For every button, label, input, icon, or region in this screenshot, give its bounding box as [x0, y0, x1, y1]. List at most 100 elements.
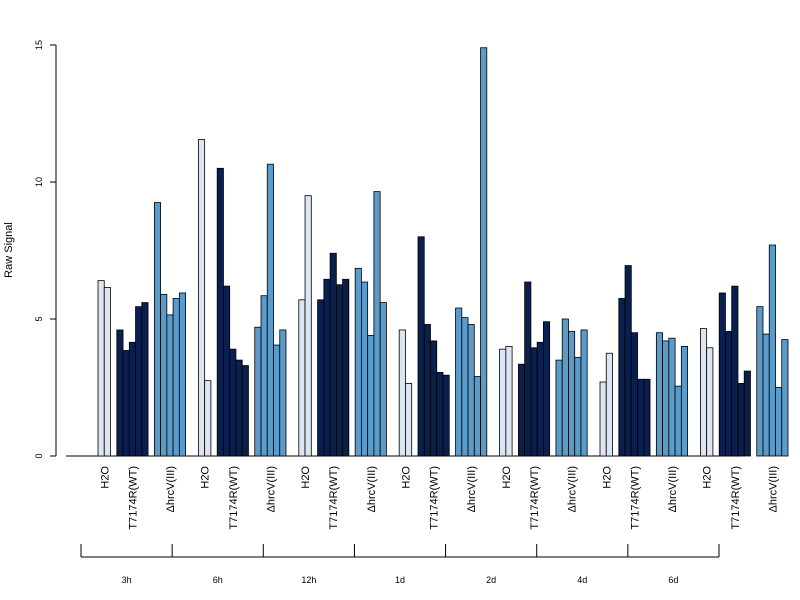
bar [680, 345, 688, 457]
category-label: T7174R(WT) [629, 466, 641, 530]
category-label: H2O [702, 466, 714, 489]
bar [135, 306, 143, 457]
bar [241, 365, 249, 457]
bar [637, 378, 645, 457]
bar [668, 337, 676, 457]
category-label: T7174R(WT) [529, 466, 541, 530]
category-label: ΔhrcV(III) [767, 466, 779, 512]
bar [568, 330, 576, 457]
bar [618, 298, 626, 457]
bar [405, 382, 413, 457]
bar [122, 350, 130, 457]
bar [605, 352, 613, 457]
category-label: H2O [300, 466, 312, 489]
bar [580, 329, 588, 457]
bar [461, 317, 469, 457]
bar [354, 267, 362, 457]
bar [775, 387, 783, 457]
category-label: H2O [601, 466, 613, 489]
bar [473, 376, 481, 457]
category-label: ΔhrcV(III) [265, 466, 277, 512]
bar [160, 293, 168, 457]
bar [298, 299, 306, 457]
bar [530, 347, 538, 457]
category-label: H2O [501, 466, 513, 489]
bar [662, 340, 670, 457]
category-label: T7174R(WT) [429, 466, 441, 530]
bar [643, 378, 651, 457]
bar [153, 202, 162, 457]
timepoint-label: 6h [213, 575, 223, 585]
timepoint-label: 3h [122, 575, 132, 585]
timepoint-label: 12h [301, 575, 316, 585]
bar [555, 359, 563, 457]
y-tick-label: 10 [34, 177, 44, 187]
bar [172, 298, 180, 457]
bar [229, 348, 237, 457]
bar [480, 47, 488, 457]
bar [323, 278, 331, 457]
bar [574, 356, 582, 457]
bar [655, 332, 663, 457]
bar [254, 326, 262, 457]
y-axis-label: Raw Signal [3, 222, 15, 278]
bar [561, 318, 569, 457]
bar [360, 281, 369, 457]
bar [204, 380, 212, 457]
bar [304, 195, 312, 457]
category-label: ΔhrcV(III) [366, 466, 378, 512]
category-label: ΔhrcV(III) [667, 466, 679, 512]
category-label: H2O [99, 466, 111, 489]
bar [166, 314, 174, 457]
y-tick-label: 0 [34, 453, 44, 458]
bar [367, 335, 375, 457]
timepoint-label: 6d [668, 575, 678, 585]
bar [718, 292, 726, 457]
y-tick-label: 15 [34, 40, 44, 50]
bar [329, 252, 337, 457]
bar [116, 329, 124, 457]
bar [768, 244, 776, 457]
bar [342, 278, 350, 457]
bar [518, 363, 526, 457]
bar [223, 285, 231, 457]
bar [260, 295, 268, 457]
category-label: ΔhrcV(III) [567, 466, 579, 512]
bar [430, 340, 438, 457]
bar [103, 287, 111, 457]
bar [279, 329, 287, 457]
bar [417, 236, 425, 457]
bar [423, 324, 431, 457]
bar [700, 328, 708, 457]
bar [235, 359, 243, 457]
bar [141, 302, 149, 457]
bars-layer [97, 47, 789, 457]
bar [398, 329, 406, 457]
bar [781, 339, 789, 457]
y-axis: 0 5 10 15 [34, 40, 57, 459]
category-label: ΔhrcV(III) [165, 466, 177, 512]
bar [197, 139, 206, 457]
bar [335, 284, 344, 457]
timepoint-label: 1d [395, 575, 405, 585]
bar [373, 191, 381, 457]
bar [731, 285, 739, 457]
bar [762, 333, 770, 457]
category-labels: H2O T7174R(WT) ΔhrcV(III) H2O T7174R(WT) Δhrc… [99, 466, 779, 530]
bar [467, 324, 475, 457]
category-label: H2O [400, 466, 412, 489]
bar [624, 265, 632, 457]
bar [499, 348, 507, 457]
bar [543, 321, 551, 457]
bar [505, 345, 513, 457]
bar [97, 280, 105, 457]
bar [524, 281, 532, 457]
category-label: T7174R(WT) [328, 466, 340, 530]
timepoint-label: 2d [486, 575, 496, 585]
bar [442, 374, 450, 457]
bar [273, 344, 281, 457]
bar [674, 385, 682, 457]
bar [317, 299, 325, 457]
bar [436, 372, 444, 457]
